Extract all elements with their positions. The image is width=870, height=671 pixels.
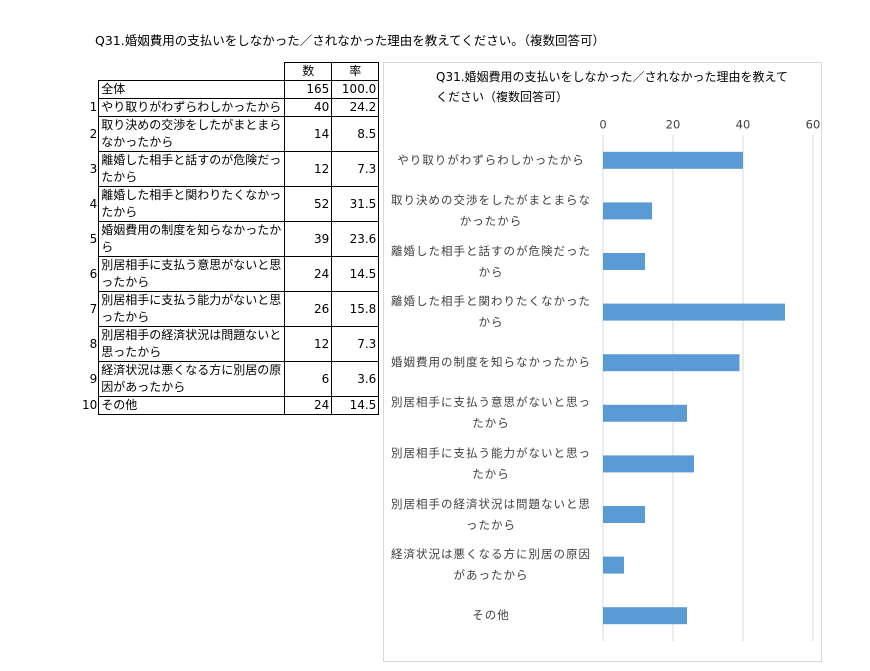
chart: Q31.婚姻費用の支払いをしなかった／されなかった理由を教えてください（複数回答… [383,62,822,662]
rate-cell: 14.5 [331,396,380,415]
label-cell: 別居相手の経済状況は問題ないと思ったから [98,326,286,362]
label-cell: その他 [98,396,286,415]
rate-cell: 31.5 [331,186,380,222]
table-row: 3 離婚した相手と話すのが危険だったから 12 7.3 [80,151,380,187]
label-cell: 経済状況は悪くなる方に別居の原因があったから [98,361,286,397]
x-tick-label: 0 [599,118,606,132]
header-cell: 数 [284,62,333,81]
count-cell: 12 [284,326,333,362]
category-label: やり取りがわずらわしかったから [397,152,585,167]
bar [603,455,694,473]
label-cell: やり取りがわずらわしかったから [98,98,286,117]
category-label: 婚姻費用の制度を知らなかったから [391,355,591,370]
category-label: 経済状況は悪くなる方に別居の原因があったから [391,547,591,583]
table-row: 1 やり取りがわずらわしかったから 40 24.2 [80,98,380,117]
rate-cell: 24.2 [331,98,380,117]
count-cell: 24 [284,256,333,292]
label-cell: 婚姻費用の制度を知らなかったから [98,221,286,257]
header-row: 数率 [80,62,380,81]
label-cell: 離婚した相手と話すのが危険だったから [98,151,286,187]
table-row: 6 別居相手に支払う意思がないと思ったから 24 14.5 [80,256,380,292]
count-cell: 14 [284,116,333,152]
count-cell: 12 [284,151,333,187]
rate-cell: 23.6 [331,221,380,257]
chart-title: Q31.婚姻費用の支払いをしなかった／されなかった理由を教えてください（複数回答… [436,70,788,104]
bar [603,556,624,574]
total-row: 全体 165 100.0 [80,80,380,99]
data-table: 数率全体 165 100.0 1 やり取りがわずらわしかったから 40 24.2 2 取り決めの… [80,62,380,415]
count-cell: 24 [284,396,333,415]
row-number: 6 [89,266,98,281]
row-number: 5 [89,231,98,246]
table-row: 8 別居相手の経済状況は問題ないと思ったから 12 7.3 [80,326,380,362]
x-tick-label: 20 [666,118,681,132]
cell [80,81,99,99]
cell [99,63,285,81]
bar [603,253,645,270]
row-number: 9 [89,371,98,386]
label-cell: 全体 [98,80,286,99]
row-number: 1 [89,100,98,114]
count-cell: 165 [284,80,333,99]
row-number: 7 [89,301,98,316]
document-title: Q31.婚姻費用の支払いをしなかった／されなかった理由を教えてください。（複数回… [95,33,605,48]
count-cell: 39 [284,221,333,257]
cell [80,63,99,81]
category-label: 離婚した相手と関わりたくなかったから [391,294,591,330]
row-number: 4 [89,196,98,211]
rate-cell: 7.3 [331,151,380,187]
row-number: 8 [89,336,98,351]
category-label: 離婚した相手と話すのが危険だったから [391,243,591,279]
category-label: 別居相手に支払う意思がないと思ったから [391,395,591,431]
bar [603,354,740,372]
x-tick-label: 40 [736,118,751,132]
row-number: 2 [89,126,98,141]
bar [603,506,645,523]
table-row: 5 婚姻費用の制度を知らなかったから 39 23.6 [80,221,380,257]
count-cell: 52 [284,186,333,222]
label-cell: 別居相手に支払う意思がないと思ったから [98,256,286,292]
label-cell: 取り決めの交渉をしたがまとまらなかったから [98,116,286,152]
chart-svg: 0 20 40 60 [599,118,821,641]
rate-cell: 8.5 [331,116,380,152]
category-label: 別居相手の経済状況は問題ないと思ったから [391,496,591,532]
table-row: 10 その他 24 14.5 [80,396,380,415]
rate-cell: 3.6 [331,361,380,397]
table-row: 9 経済状況は悪くなる方に別居の原因があったから 6 3.6 [80,361,380,397]
bar [603,607,687,625]
table-row: 4 離婚した相手と関わりたくなかったから 52 31.5 [80,186,380,222]
count-cell: 6 [284,361,333,397]
bar [603,404,687,422]
rate-cell: 14.5 [331,256,380,292]
table-row: 7 別居相手に支払う能力がないと思ったから 26 15.8 [80,291,380,327]
count-cell: 26 [284,291,333,327]
category-label: 取り決めの交渉をしたがまとまらなかったから [391,192,591,228]
x-tick-label: 60 [806,118,821,132]
count-cell: 40 [284,98,333,117]
rate-cell: 7.3 [331,326,380,362]
row-number: 10 [82,398,98,412]
category-label: 別居相手に支払う能力がないと思ったから [391,445,591,481]
header-cell: 率 [331,62,380,81]
row-number: 3 [89,161,98,176]
table-row: 2 取り決めの交渉をしたがまとまらなかったから 14 8.5 [80,116,380,152]
category-label: その他 [472,608,510,623]
rate-cell: 100.0 [331,80,380,99]
label-cell: 離婚した相手と関わりたくなかったから [98,186,286,222]
bar [603,202,652,220]
bar [603,151,743,169]
label-cell: 別居相手に支払う能力がないと思ったから [98,291,286,327]
rate-cell: 15.8 [331,291,380,327]
bar [603,303,785,321]
